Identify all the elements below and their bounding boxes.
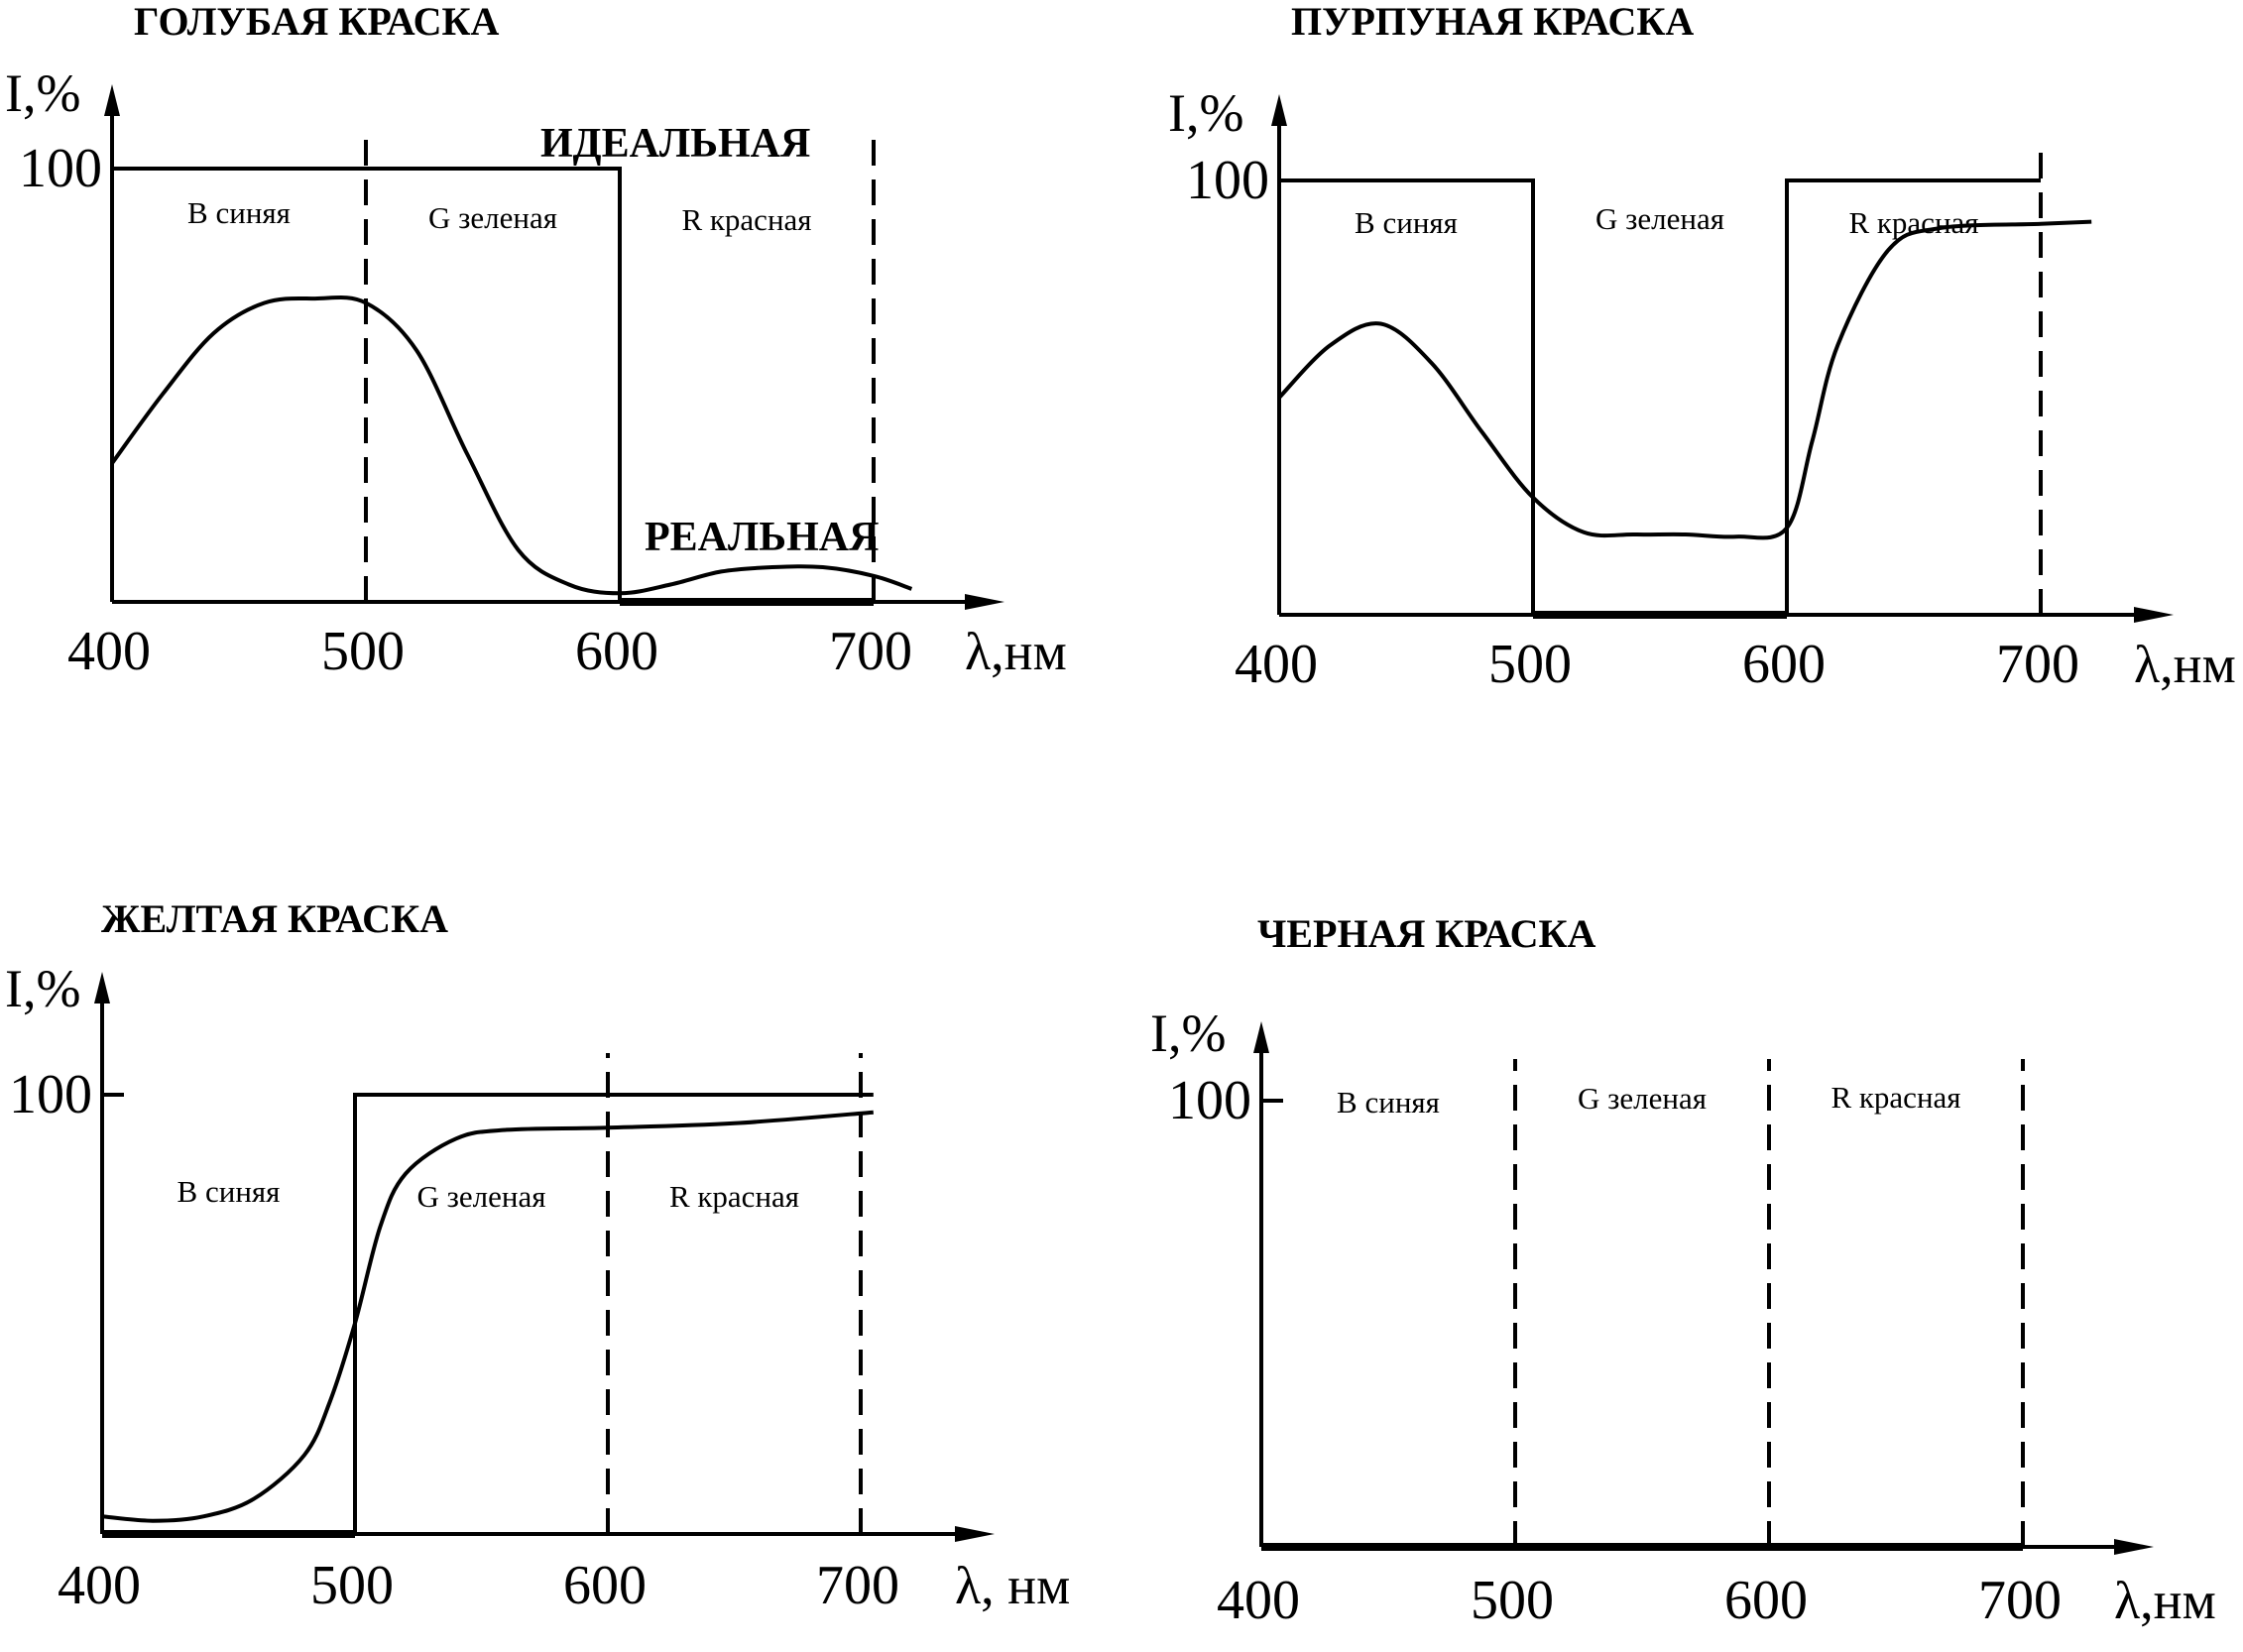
chart-title: ПУРПУНАЯ КРАСКА <box>1291 0 1694 44</box>
y-axis-label: I,% <box>5 959 80 1018</box>
x-axis-arrow <box>2114 1539 2154 1555</box>
x-tick-label: 700 <box>829 621 912 682</box>
y-axis-arrow <box>1271 94 1287 126</box>
band-label: B синяя <box>177 1174 281 1209</box>
y-axis-label: I,% <box>1168 83 1243 143</box>
y-axis-arrow <box>104 84 120 116</box>
real-curve <box>110 295 913 596</box>
chart-magenta-ink: ПУРПУНАЯ КРАСКА I,% λ,нм 100 400 500 600 700 B с… <box>1168 0 2236 695</box>
chart-title: ЖЕЛТАЯ КРАСКА <box>101 896 448 941</box>
x-axis-label: λ, нм <box>955 1556 1070 1615</box>
chart-black-ink: ЧЕРНАЯ КРАСКА I,% λ,нм 100 400 500 600 700 B син… <box>1150 911 2216 1631</box>
band-label: R красная <box>669 1179 799 1214</box>
curve-annotation: ИДЕАЛЬНАЯ <box>540 121 810 167</box>
band-label: G зеленая <box>417 1179 546 1214</box>
x-tick-label: 500 <box>1471 1570 1554 1631</box>
chart-title: ГОЛУБАЯ КРАСКА <box>134 0 500 44</box>
real-curve <box>1277 219 2092 540</box>
x-tick-label: 700 <box>816 1555 899 1616</box>
band-label: R красная <box>1830 1080 1960 1115</box>
curve-annotation: РЕАЛЬНАЯ <box>645 515 879 560</box>
x-axis-label: λ,нм <box>965 622 1067 681</box>
x-tick-label: 500 <box>321 621 405 682</box>
band-label: B синяя <box>187 195 291 230</box>
x-axis-arrow <box>955 1526 995 1542</box>
band-label: G зеленая <box>428 200 557 235</box>
x-tick-label: 600 <box>1724 1570 1808 1631</box>
ideal-curve <box>102 1093 874 1536</box>
chart-title: ЧЕРНАЯ КРАСКА <box>1257 911 1595 956</box>
y-axis-arrow <box>1253 1021 1269 1053</box>
y-tick-label: 100 <box>9 1064 92 1125</box>
x-tick-label: 400 <box>1235 634 1318 695</box>
x-tick-label: 400 <box>67 621 151 682</box>
band-label: R красная <box>1848 205 1978 240</box>
x-tick-label: 400 <box>1217 1570 1300 1631</box>
y-tick-label: 100 <box>1186 150 1269 211</box>
x-tick-label: 400 <box>58 1555 141 1616</box>
x-tick-label: 700 <box>1978 1570 2062 1631</box>
band-label: R красная <box>681 202 811 237</box>
x-tick-label: 700 <box>1996 634 2079 695</box>
y-tick-label: 100 <box>19 138 102 199</box>
x-axis-label: λ,нм <box>2114 1571 2216 1630</box>
band-label: G зеленая <box>1595 201 1724 236</box>
band-label: G зеленая <box>1578 1081 1707 1116</box>
y-tick-label: 100 <box>1168 1070 1251 1131</box>
x-axis-label: λ,нм <box>2134 635 2236 694</box>
chart-cyan-ink: ГОЛУБАЯ КРАСКА I,% λ,нм 100 400 500 600 700 B си… <box>5 0 1067 682</box>
y-axis-arrow <box>94 972 110 1003</box>
real-curve <box>101 1110 874 1523</box>
x-tick-label: 600 <box>575 621 658 682</box>
chart-yellow-ink: ЖЕЛТАЯ КРАСКА I,% λ, нм 100 400 500 600 700 B си… <box>5 896 1070 1616</box>
x-axis-arrow <box>2134 607 2174 623</box>
x-tick-label: 500 <box>1488 634 1572 695</box>
x-tick-label: 600 <box>1742 634 1826 695</box>
ideal-curve <box>1279 178 2041 617</box>
x-tick-label: 600 <box>563 1555 647 1616</box>
x-tick-label: 500 <box>310 1555 394 1616</box>
band-label: B синяя <box>1337 1085 1440 1120</box>
band-label: B синяя <box>1355 205 1458 240</box>
y-axis-label: I,% <box>5 63 80 123</box>
y-axis-label: I,% <box>1150 1003 1226 1063</box>
x-axis-arrow <box>965 594 1004 610</box>
